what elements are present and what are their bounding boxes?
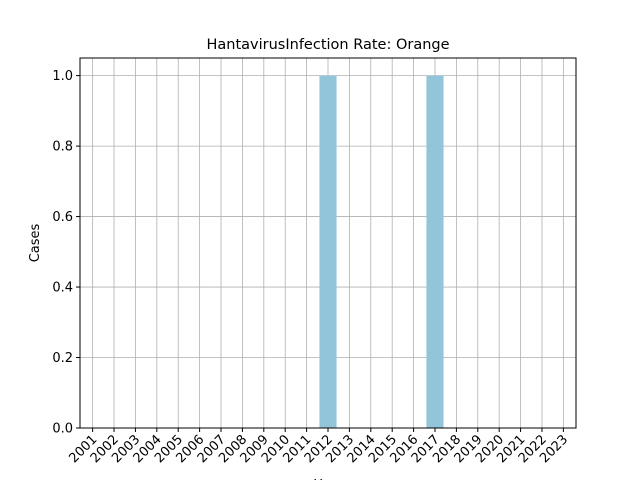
y-tick-label: 0.4 (52, 281, 73, 296)
plot-frame (79, 57, 577, 429)
y-tick-label: 0.6 (52, 210, 73, 225)
y-tick-label: 0.8 (52, 140, 73, 155)
y-axis-label: Cases (28, 223, 43, 262)
y-tick-label: 0.2 (52, 351, 73, 366)
x-axis-label: Year (313, 478, 342, 480)
chart-title: HantavirusInfection Rate: Orange (206, 37, 449, 53)
bar (319, 75, 337, 428)
y-tick-label: 1.0 (52, 69, 73, 84)
bar (426, 75, 444, 428)
y-tick-label: 0.0 (52, 422, 73, 437)
